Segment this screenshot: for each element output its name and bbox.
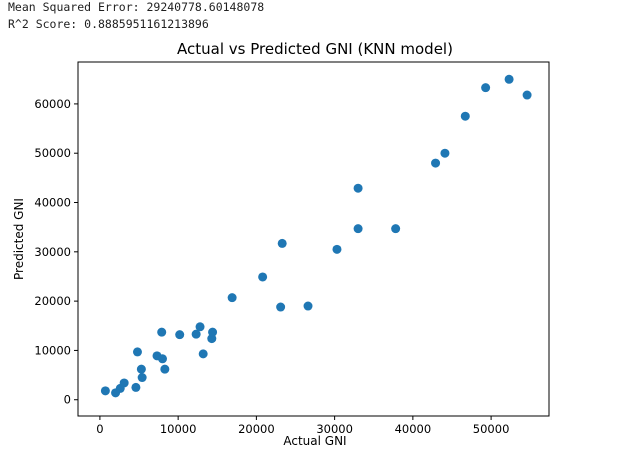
scatter-point <box>175 330 185 340</box>
scatter-point <box>460 111 470 121</box>
scatter-point <box>160 364 170 374</box>
y-tick-label: 0 <box>64 393 71 407</box>
scatter-point <box>195 322 205 332</box>
plot-area-frame <box>77 61 550 417</box>
x-tick-label: 40000 <box>395 422 432 436</box>
scatter-point <box>137 373 147 383</box>
y-tick-label: 60000 <box>34 97 71 111</box>
scatter-point <box>332 244 342 254</box>
y-tick-label: 50000 <box>34 146 71 160</box>
scatter-point <box>481 83 491 93</box>
scatter-point <box>504 74 514 84</box>
y-tick-label: 20000 <box>34 294 71 308</box>
x-tick-label: 50000 <box>473 422 510 436</box>
scatter-point <box>258 272 268 282</box>
x-tick-label: 10000 <box>160 422 197 436</box>
scatter-point <box>227 293 237 303</box>
scatter-point <box>431 158 441 168</box>
x-axis-label: Actual GNI <box>283 434 346 448</box>
scatter-point <box>391 224 401 234</box>
mse-output-text: Mean Squared Error: 29240778.60148078 <box>8 0 265 14</box>
x-tick-label: 20000 <box>238 422 275 436</box>
y-tick-label: 40000 <box>34 196 71 210</box>
y-tick-label: 10000 <box>34 343 71 357</box>
scatter-point <box>353 183 363 193</box>
scatter-point <box>191 329 201 339</box>
scatter-point <box>440 148 450 158</box>
scatter-point <box>522 90 532 100</box>
scatter-point <box>157 327 167 337</box>
scatter-point <box>353 224 363 234</box>
scatter-point <box>198 349 208 359</box>
scatter-point <box>157 354 167 364</box>
scatter-point <box>277 238 287 248</box>
r2-score-output-text: R^2 Score: 0.8885951161213896 <box>8 17 209 31</box>
y-axis-label: Predicted GNI <box>12 198 26 280</box>
scatter-point <box>303 301 313 311</box>
scatter-point <box>100 386 110 396</box>
scatter-point <box>208 327 218 337</box>
scatter-point <box>136 364 146 374</box>
chart-title: Actual vs Predicted GNI (KNN model) <box>177 40 453 58</box>
scatter-point <box>131 382 141 392</box>
scatter-point <box>132 347 142 357</box>
y-tick-label: 30000 <box>34 245 71 259</box>
x-tick-label: 30000 <box>316 422 353 436</box>
x-tick-label: 0 <box>96 422 103 436</box>
scatter-point <box>276 302 286 312</box>
scatter-point <box>119 378 129 388</box>
